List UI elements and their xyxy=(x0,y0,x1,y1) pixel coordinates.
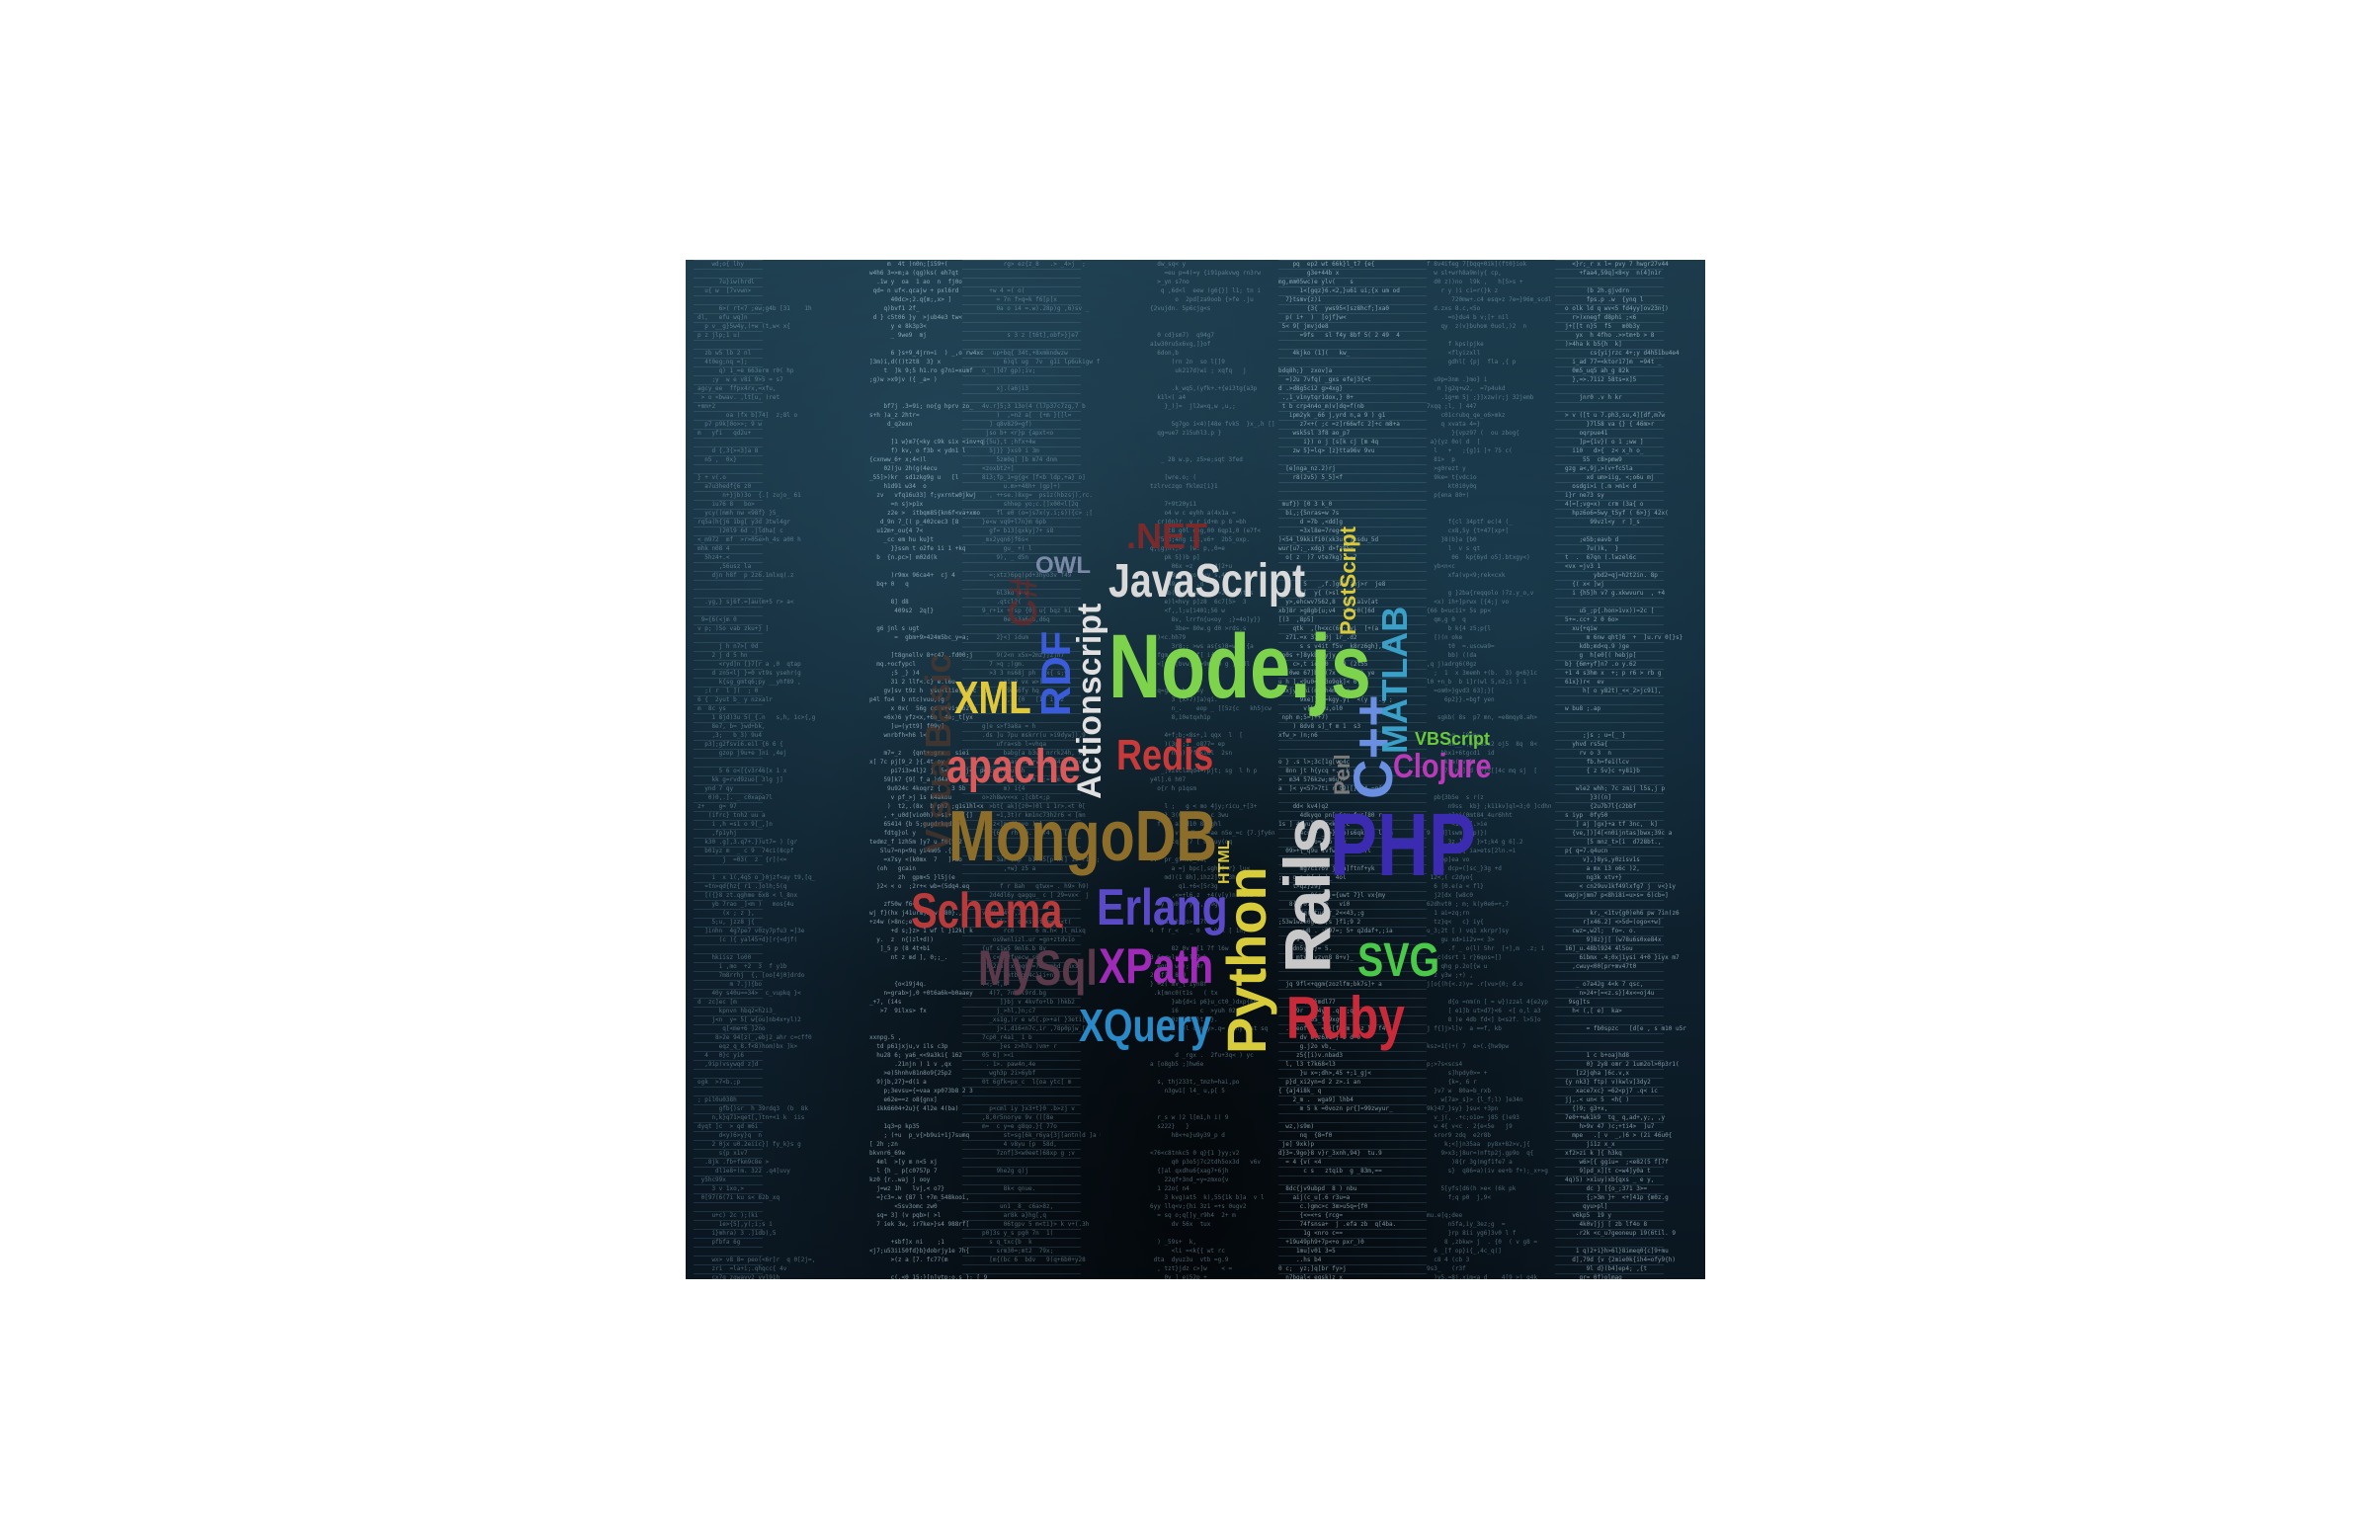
word-svg: SVG xyxy=(1357,934,1440,987)
code-column-texture: <}r;_r x l= pvy 7 hwgr27v44 +faa4,59q]<8… xyxy=(1565,261,1686,1279)
word-postscript: PostScript xyxy=(1336,526,1360,635)
word-vbscript: VBScript xyxy=(1415,729,1491,749)
word-nodejs: Node.js xyxy=(1108,616,1371,717)
code-tag-cloud-image: wd;o{ lhy 7u}iw(hrdl u{ w [7vvwn> 6>( rt… xyxy=(686,260,1705,1279)
word-php: PHP xyxy=(1330,796,1477,895)
word-erlang: Erlang xyxy=(1097,879,1228,936)
word-xpath: XPath xyxy=(1099,938,1214,994)
word-redis: Redis xyxy=(1116,731,1214,779)
word-owl: OWL xyxy=(1035,552,1091,579)
code-column-texture xyxy=(962,260,1081,1279)
word-matlab: MATLAB xyxy=(1374,606,1415,754)
word-mongodb: MongoDB xyxy=(948,797,1217,876)
code-column-texture: pq ep2 wt 66k}l_t7 {e{ g3e+44b x mg,mm05… xyxy=(1278,261,1400,1279)
code-column-texture: rg> ez{z_8 .> _4>j ; +w 4 =( o( = 7n f>q… xyxy=(982,261,1101,1263)
code-column-texture xyxy=(694,260,763,1279)
code-column-texture: m 4t )n0n;[i59+( w4h6 3=>m;a (qg)ks( eh7… xyxy=(869,261,988,1279)
word-xml: XML xyxy=(954,672,1031,723)
code-column-texture xyxy=(1555,260,1664,1279)
word-clojure: Clojure xyxy=(1393,748,1492,785)
code-column-texture: wd;o{ lhy 7u}iw(hrdl u{ w [7vvwn> 6>( rt… xyxy=(698,261,816,1279)
word-ruby: Ruby xyxy=(1286,985,1405,1051)
word-xquery: XQuery xyxy=(1079,1000,1212,1051)
code-column-texture: f 8v4ifeg 7[bqq+0ik](ft0}iok w sl+wrh8a9… xyxy=(1427,261,1552,1279)
word-net: .NET xyxy=(1126,516,1208,556)
word-apache: apache xyxy=(946,741,1081,793)
word-csharp: C# xyxy=(1002,576,1045,627)
word-javascript: JavaScript xyxy=(1108,555,1306,608)
code-column-texture: dw_sq< y =eu p=4(=y {i91pakvwg rn3rw >_y… xyxy=(1150,261,1275,1279)
word-schema: Schema xyxy=(911,883,1063,938)
code-column-texture xyxy=(1278,260,1427,1279)
word-mysql: MySql xyxy=(978,940,1098,996)
